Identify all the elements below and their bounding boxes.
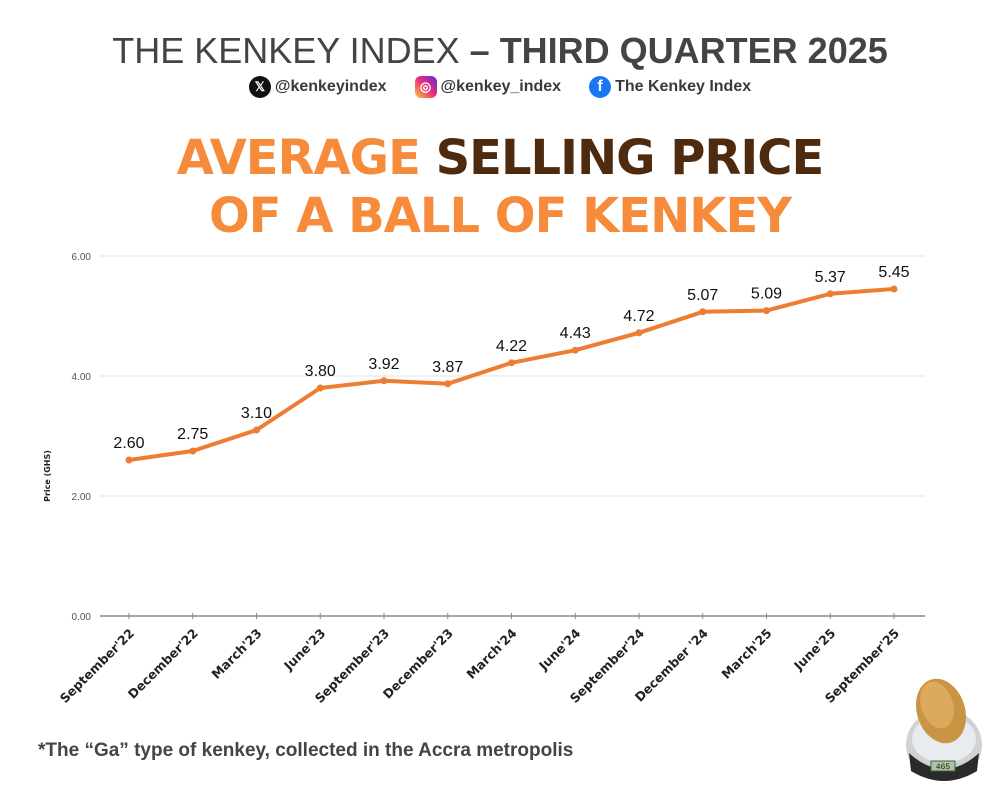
footnote: *The “Ga” type of kenkey, collected in t… — [38, 740, 574, 761]
data-point — [826, 290, 834, 298]
header-title: THE KENKEY INDEX – THIRD QUARTER 2025 — [0, 30, 1000, 72]
kenkey-scale-photo: 465 — [906, 678, 982, 781]
data-label: 2.75 — [177, 426, 208, 443]
scale-front — [909, 753, 979, 781]
data-label: 4.72 — [623, 308, 654, 325]
x-tick-label: March'24 — [463, 625, 519, 681]
social-facebook[interactable]: f The Kenkey Index — [589, 76, 751, 98]
x-tick-label: March'23 — [208, 626, 264, 682]
social-handles: 𝕏 @kenkeyindex ◎ @kenkey_index f The Ken… — [0, 76, 1000, 98]
data-label: 5.09 — [751, 286, 782, 303]
data-label: 4.43 — [560, 325, 591, 342]
headline-average: AVERAGE — [176, 130, 421, 186]
y-tick-label: 2.00 — [72, 492, 92, 503]
headline-selling-price: SELLING PRICE — [435, 130, 825, 186]
headline-line-1: AVERAGE SELLING PRICE — [0, 130, 1000, 186]
x-tick-label: June'24 — [535, 625, 583, 673]
data-point — [508, 359, 515, 367]
data-label: 2.60 — [113, 435, 144, 452]
data-label-layer: 2.60 2.75 3.10 3.80 3.92 3.87 4.22 4.43 4.72 5.07… — [113, 264, 909, 452]
x-icon: 𝕏 — [248, 76, 271, 98]
data-point — [699, 308, 707, 316]
data-point — [571, 346, 579, 354]
series-layer — [125, 285, 898, 464]
facebook-icon: f — [589, 76, 612, 98]
x-tick-label: March'25 — [718, 626, 774, 682]
data-label: 4.22 — [496, 338, 527, 355]
title-bold: – THIRD QUARTER 2025 — [469, 30, 888, 71]
data-label: 3.10 — [241, 405, 272, 422]
data-point — [635, 329, 643, 337]
scale-reading: 465 — [936, 763, 951, 772]
data-point — [189, 447, 197, 455]
data-label: 3.80 — [305, 363, 336, 380]
social-x[interactable]: 𝕏 @kenkeyindex — [248, 76, 387, 98]
social-facebook-label: The Kenkey Index — [615, 78, 752, 95]
grid-layer — [100, 255, 925, 497]
y-axis-title: Price (GHS) — [43, 450, 52, 502]
headline-line-2: OF A BALL OF KENKEY — [209, 188, 792, 244]
data-label: 3.92 — [368, 356, 399, 373]
data-point — [763, 307, 770, 315]
data-point — [380, 377, 388, 385]
data-point — [125, 456, 133, 464]
data-point — [316, 384, 324, 392]
social-instagram-label: @kenkey_index — [440, 78, 562, 95]
price-line — [127, 287, 896, 462]
data-label: 5.07 — [687, 287, 718, 304]
x-tick-label: September'22 — [57, 626, 137, 706]
title-light: THE KENKEY INDEX — [112, 30, 460, 71]
y-tick-label: 6.00 — [72, 252, 92, 263]
social-x-label: @kenkeyindex — [274, 78, 387, 95]
scale-display — [930, 760, 956, 772]
y-tick-label: 4.00 — [72, 372, 92, 383]
y-tick-label: 0.00 — [72, 612, 92, 623]
x-tick-label: June'25 — [790, 626, 838, 674]
x-tick-label: June'23 — [280, 626, 328, 674]
data-label: 5.37 — [815, 269, 846, 286]
social-instagram[interactable]: ◎ @kenkey_index — [414, 76, 562, 98]
instagram-icon: ◎ — [414, 76, 437, 98]
data-label: 5.45 — [878, 264, 909, 281]
data-point — [890, 285, 898, 293]
data-point — [253, 426, 260, 434]
data-point — [444, 380, 452, 388]
data-label: 3.87 — [432, 359, 463, 376]
